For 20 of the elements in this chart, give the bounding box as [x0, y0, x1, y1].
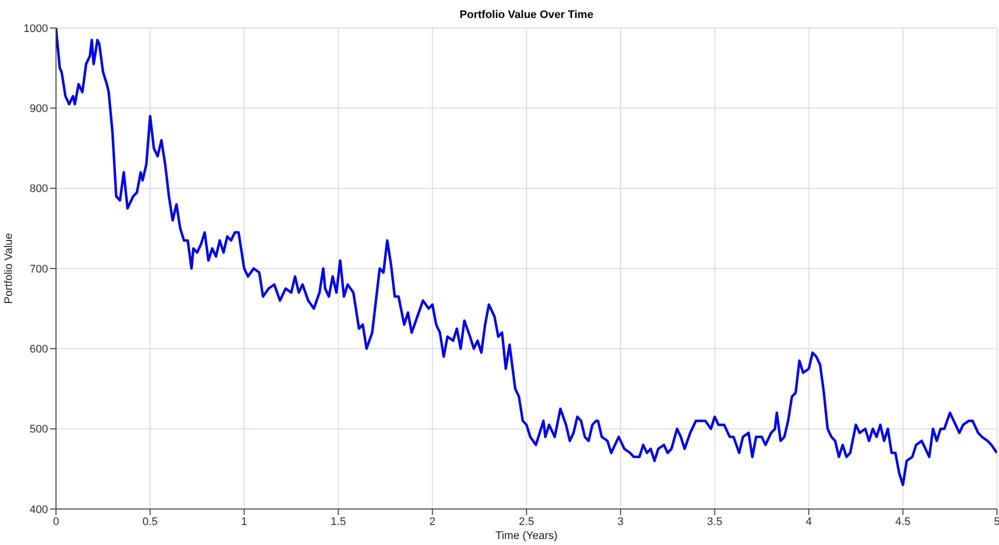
x-tick-label: 2: [429, 516, 436, 528]
x-tick-label: 3.5: [707, 516, 722, 528]
y-tick-label: 1000: [24, 22, 48, 35]
x-tick-label: 4: [806, 516, 812, 528]
y-tick-label: 500: [30, 424, 48, 436]
y-tick-label: 900: [30, 103, 48, 116]
y-tick-label: 400: [30, 504, 48, 516]
x-tick-label: 0: [52, 516, 60, 528]
y-tick-label: 700: [30, 263, 48, 276]
x-tick-label: 0.5: [142, 516, 158, 528]
x-tick-label: 1: [241, 516, 248, 528]
y-tick-label: 800: [30, 183, 48, 196]
chart-title: Portfolio Value Over Time: [458, 9, 594, 21]
x-tick-label: 3: [618, 516, 624, 528]
x-axis-title: Time (Years): [495, 530, 558, 542]
y-tick-label: 600: [30, 344, 48, 356]
x-tick-label: 1.5: [330, 516, 346, 528]
x-tick-label: 4.5: [895, 516, 911, 528]
x-tick-label: 2.5: [518, 516, 534, 528]
y-axis-title: Portfolio Value: [2, 233, 15, 304]
